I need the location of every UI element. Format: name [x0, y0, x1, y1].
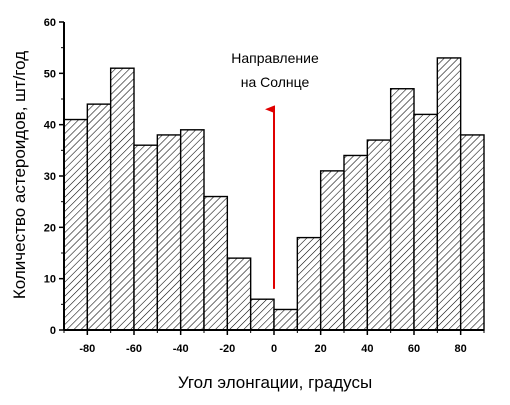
histogram-bar [273, 308, 299, 331]
y-tick-label: 40 [44, 120, 56, 132]
histogram-bar [156, 134, 182, 331]
histogram-bar [226, 257, 252, 331]
x-tick-label: 60 [408, 343, 420, 355]
annotation-line-1: Направление [231, 50, 319, 66]
histogram-bar [109, 67, 135, 331]
x-tick-label: 80 [455, 343, 467, 355]
histogram-bar [203, 195, 229, 331]
histogram-bar [459, 134, 485, 331]
x-tick-label: -40 [173, 343, 189, 355]
y-tick-label: 60 [44, 17, 56, 29]
histogram-bar [319, 170, 345, 331]
histogram-bar [179, 129, 205, 331]
bars-layer [63, 57, 485, 331]
histogram-bar [436, 57, 462, 331]
histogram-bar [63, 118, 89, 331]
x-tick-label: 20 [315, 343, 327, 355]
histogram-bar [296, 236, 322, 331]
x-tick-label: 40 [361, 343, 373, 355]
y-axis-title: Количество астероидов, шт/год [10, 51, 29, 299]
histogram-bar [343, 154, 369, 331]
y-tick-label: 30 [44, 171, 56, 183]
histogram-bar [413, 113, 439, 331]
histogram-bar [86, 103, 112, 331]
x-tick-label: 0 [271, 343, 277, 355]
y-tick-label: 0 [50, 325, 56, 337]
x-tick-label: -20 [219, 343, 235, 355]
y-tick-label: 10 [44, 274, 56, 286]
ticks-layer: 0 10 20 30 40 50 60 -80 -60 -40 -20 0 20 40 60 80 [44, 17, 485, 355]
histogram-bar [389, 88, 415, 331]
histogram-bar [133, 144, 159, 331]
y-tick-label: 20 [44, 222, 56, 234]
histogram-bar [249, 298, 275, 331]
y-tick-label: 50 [44, 68, 56, 80]
x-axis-title: Угол элонгации, градусы [178, 373, 372, 392]
x-tick-label: -60 [126, 343, 142, 355]
histogram-bar [366, 139, 392, 331]
x-tick-label: -80 [79, 343, 95, 355]
annotation-line-2: на Солнце [241, 74, 310, 90]
